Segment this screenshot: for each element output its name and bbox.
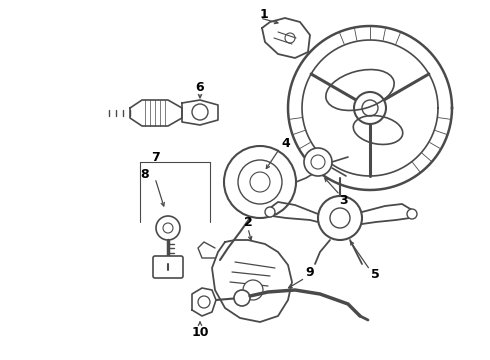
Circle shape bbox=[243, 280, 263, 300]
Circle shape bbox=[238, 160, 282, 204]
Polygon shape bbox=[192, 288, 216, 316]
Circle shape bbox=[407, 209, 417, 219]
Circle shape bbox=[224, 146, 296, 218]
Text: 2: 2 bbox=[244, 216, 252, 229]
Circle shape bbox=[163, 223, 173, 233]
Text: 4: 4 bbox=[282, 136, 291, 149]
Text: 7: 7 bbox=[150, 150, 159, 163]
Circle shape bbox=[311, 155, 325, 169]
Text: 5: 5 bbox=[370, 269, 379, 282]
Circle shape bbox=[250, 172, 270, 192]
Circle shape bbox=[192, 104, 208, 120]
Text: 10: 10 bbox=[191, 325, 209, 338]
Circle shape bbox=[265, 207, 275, 217]
Circle shape bbox=[234, 290, 250, 306]
Text: 6: 6 bbox=[196, 81, 204, 94]
Text: 3: 3 bbox=[340, 194, 348, 207]
Circle shape bbox=[330, 208, 350, 228]
Circle shape bbox=[156, 216, 180, 240]
Circle shape bbox=[318, 196, 362, 240]
Polygon shape bbox=[270, 202, 318, 222]
Text: 8: 8 bbox=[141, 167, 149, 180]
Text: 9: 9 bbox=[306, 266, 314, 279]
Circle shape bbox=[198, 296, 210, 308]
Polygon shape bbox=[362, 204, 412, 224]
FancyBboxPatch shape bbox=[153, 256, 183, 278]
Circle shape bbox=[304, 148, 332, 176]
Polygon shape bbox=[130, 100, 182, 126]
Polygon shape bbox=[212, 240, 292, 322]
Text: 1: 1 bbox=[260, 8, 269, 21]
Circle shape bbox=[354, 92, 386, 124]
Polygon shape bbox=[262, 18, 310, 58]
Circle shape bbox=[362, 100, 378, 116]
Polygon shape bbox=[182, 100, 218, 125]
